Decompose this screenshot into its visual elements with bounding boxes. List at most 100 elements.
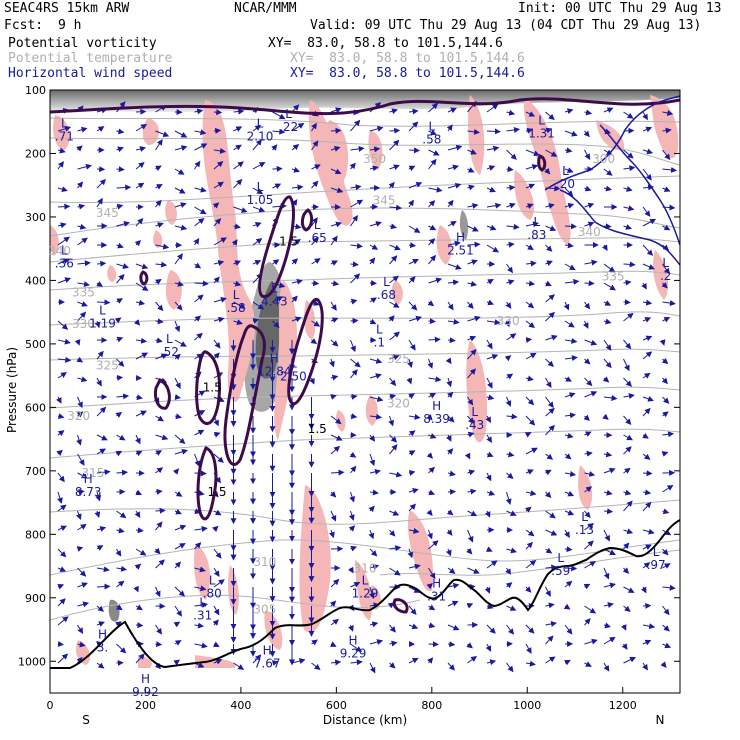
extremum-marker: L	[233, 288, 240, 302]
wind-vector	[525, 396, 535, 406]
wind-vector	[525, 244, 534, 251]
wind-vector	[642, 111, 648, 121]
wind-vector	[389, 354, 400, 361]
wind-vector	[291, 123, 305, 132]
theta-contour-label: 300	[592, 152, 615, 166]
wind-vector	[408, 199, 414, 208]
wind-vector	[172, 468, 180, 475]
wind-vector	[447, 221, 457, 227]
wind-vector	[525, 203, 534, 210]
wind-vector	[76, 411, 84, 418]
wind-vector	[291, 166, 300, 173]
wind-vector	[505, 491, 512, 505]
wind-vector	[134, 239, 142, 247]
wind-vector	[389, 393, 397, 400]
wind-vector	[76, 181, 84, 189]
wind-vector	[623, 500, 633, 512]
wind-vector	[467, 349, 477, 360]
wind-vector	[349, 451, 357, 458]
wind-vector	[662, 605, 670, 616]
wind-vector	[445, 548, 452, 557]
wind-vector	[467, 301, 474, 310]
wind-vector	[428, 318, 436, 325]
wind-vector	[545, 311, 555, 322]
wind-vector	[369, 413, 383, 420]
wind-vector	[369, 621, 379, 628]
wind-vector	[584, 185, 592, 192]
wind-vector	[601, 244, 608, 251]
wind-vector	[524, 432, 532, 438]
wind-vector	[504, 355, 512, 362]
wind-vector	[116, 146, 124, 153]
wind-vector	[603, 508, 614, 515]
wind-vector	[350, 242, 363, 249]
wind-vector	[155, 261, 168, 268]
wind-vector	[369, 257, 376, 265]
wind-vector	[311, 217, 318, 227]
wind-vector	[311, 140, 319, 151]
wind-vector	[447, 301, 454, 311]
wind-vector	[350, 199, 364, 208]
wind-vector	[584, 618, 591, 626]
wind-vector	[369, 318, 377, 325]
wind-vector	[623, 586, 635, 593]
wind-vector	[155, 278, 162, 285]
wind-vector	[603, 168, 613, 176]
wind-vector	[135, 299, 146, 306]
y-tick-label: 200	[25, 147, 46, 160]
wind-vector	[311, 180, 319, 189]
wind-vector	[194, 108, 204, 115]
wind-vector	[525, 301, 535, 309]
wind-vector	[545, 260, 553, 266]
wind-vector	[155, 301, 164, 312]
wind-vector	[545, 225, 557, 232]
extremum-value: .59	[551, 564, 570, 578]
wind-vector	[330, 339, 339, 347]
wind-vector	[584, 391, 598, 398]
wind-vector	[213, 161, 224, 170]
wind-vector	[155, 450, 163, 456]
wind-vector	[545, 620, 557, 627]
wind-vector	[447, 567, 456, 575]
wind-vector	[623, 377, 632, 387]
wind-vector	[505, 582, 513, 589]
wind-vector	[642, 168, 652, 181]
wind-vector	[194, 160, 201, 170]
wind-vector	[564, 509, 575, 516]
wind-vector	[545, 358, 554, 367]
wind-vector	[96, 545, 104, 551]
wind-vector	[564, 187, 574, 197]
wind-vector	[584, 377, 593, 387]
wind-vector	[174, 543, 186, 550]
wind-vector	[389, 529, 396, 537]
valid-time: Valid: 09 UTC Thu 29 Aug 13 (04 CDT Thu …	[310, 18, 702, 33]
theta-contour-label: 345	[373, 193, 396, 207]
wind-vector	[76, 356, 84, 363]
wind-vector	[408, 657, 419, 664]
wind-vector	[174, 508, 182, 515]
wind-vector	[212, 619, 219, 626]
theta-contours	[50, 117, 680, 621]
wind-vector	[407, 548, 414, 559]
wind-vector	[467, 149, 477, 155]
wind-vector	[76, 656, 83, 664]
wind-vector	[584, 486, 593, 493]
extremum-value: .20	[556, 177, 575, 191]
wind-vector	[446, 124, 453, 132]
wind-vector	[389, 108, 398, 115]
wind-vector	[408, 563, 421, 570]
wind-vector	[408, 527, 420, 534]
wind-vector	[662, 584, 676, 591]
wind-vector	[603, 107, 614, 113]
wind-vector	[116, 242, 124, 249]
wind-vector	[173, 659, 181, 666]
wind-vector	[96, 583, 111, 590]
extremum-value: 9.92	[132, 685, 159, 699]
wind-vector	[467, 396, 474, 406]
wind-vector	[96, 299, 111, 306]
wind-vector	[584, 431, 592, 437]
wind-vector	[233, 662, 245, 670]
wind-vector	[252, 318, 260, 324]
wind-vector	[252, 260, 262, 266]
x-tick-label: 1200	[609, 699, 637, 712]
